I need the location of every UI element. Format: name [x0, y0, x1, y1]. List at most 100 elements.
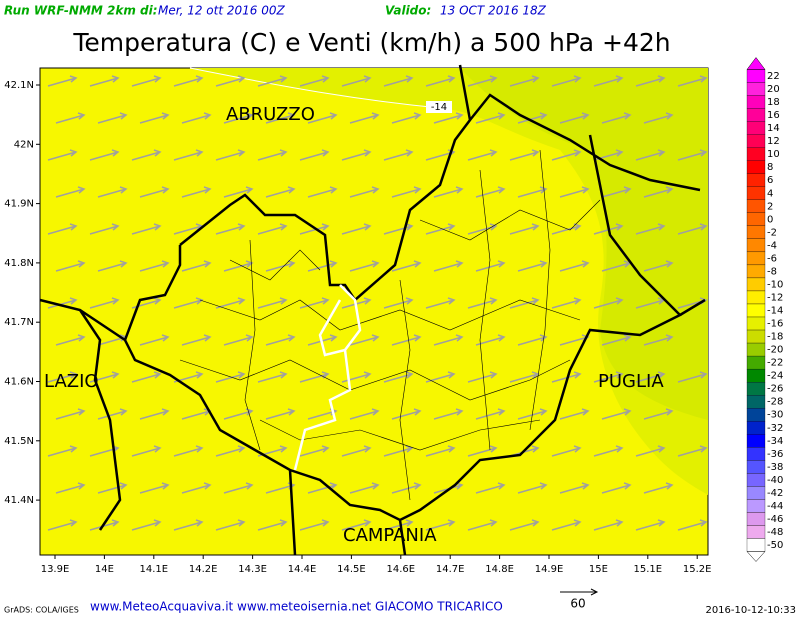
timestamp: 2016-10-12-10:33 — [705, 605, 796, 616]
wind-arrow — [97, 260, 128, 272]
wind-arrow — [55, 482, 86, 494]
colorbar-swatch — [746, 134, 766, 148]
wind-arrow — [517, 186, 548, 198]
cold-zone — [190, 68, 708, 495]
colorbar-label: -28 — [767, 397, 783, 408]
wind-arrow — [559, 112, 590, 124]
wind-arrow — [89, 149, 120, 161]
wind-arrow — [559, 260, 590, 272]
wind-arrow — [173, 445, 204, 457]
wind-arrow — [349, 260, 380, 272]
wind-arrow — [89, 75, 120, 87]
wind-arrow — [593, 519, 624, 531]
wind-arrow — [433, 408, 464, 420]
wind-arrow — [643, 186, 674, 198]
region-label: CAMPANIA — [343, 525, 437, 546]
wind-arrow — [517, 334, 548, 346]
wind-arrow — [47, 371, 78, 383]
wind-arrow — [677, 223, 708, 235]
map: ABRUZZO LAZIO PUGLIA CAMPANIA -14 — [39, 64, 709, 556]
isotherm — [189, 67, 441, 109]
wind-arrow — [97, 482, 128, 494]
wind-arrow — [47, 223, 78, 235]
wind-arrow — [467, 149, 498, 161]
wind-arrow — [509, 75, 540, 87]
grads-credit: GrADS: COLA/IGES — [4, 606, 79, 615]
wind-arrow — [349, 334, 380, 346]
colorbar-swatch — [746, 499, 766, 513]
wind-arrow — [433, 112, 464, 124]
colorbar-swatch — [746, 525, 766, 539]
wind-arrow — [677, 445, 708, 457]
wind-arrow — [47, 445, 78, 457]
municipal-borders — [179, 149, 601, 501]
lon-label: 14.7E — [436, 564, 465, 575]
colorbar-swatch — [746, 69, 766, 83]
wind-arrow — [383, 371, 414, 383]
wind-arrow — [517, 260, 548, 272]
colorbar-swatch — [746, 303, 766, 318]
wind-arrow — [341, 445, 372, 457]
colorbar-swatch — [746, 408, 766, 422]
wind-arrow — [467, 519, 498, 531]
wind-arrow — [47, 149, 78, 161]
wind-arrow — [299, 371, 330, 383]
wind-arrow — [635, 371, 666, 383]
wind-arrow — [265, 260, 296, 272]
wind-ref-label: 60 — [570, 597, 585, 611]
wind-arrow — [173, 149, 204, 161]
wind-arrow — [131, 223, 162, 235]
wind-arrow — [215, 75, 246, 87]
colorbar: 2220181614121086420-2-4-6-8-10-12-14-16-… — [746, 57, 783, 562]
colorbar-label: -12 — [767, 292, 783, 303]
wind-arrow — [341, 75, 372, 87]
wind-arrow — [635, 75, 666, 87]
wind-arrow — [509, 223, 540, 235]
wind-arrow — [307, 112, 338, 124]
lat-label: 41.7N — [4, 317, 34, 328]
wind-arrow — [139, 260, 170, 272]
colorbar-swatch — [746, 447, 766, 461]
wind-arrow — [299, 297, 330, 309]
wind-arrow — [97, 112, 128, 124]
wind-arrow — [635, 223, 666, 235]
wind-arrow — [383, 519, 414, 531]
lon-label: 14.6E — [387, 564, 416, 575]
region-borders — [39, 64, 706, 556]
wind-arrow — [257, 75, 288, 87]
wind-arrow — [643, 482, 674, 494]
lat-label: 42N — [14, 139, 34, 150]
wind-arrow — [425, 519, 456, 531]
wind-arrow — [425, 75, 456, 87]
wind-ref-head — [590, 588, 599, 596]
wind-arrow — [391, 112, 422, 124]
wind-arrow — [475, 334, 506, 346]
lat-label: 41.5N — [4, 436, 34, 447]
wind-arrow — [307, 186, 338, 198]
colorbar-swatch — [746, 368, 766, 383]
wind-arrow — [433, 186, 464, 198]
lon-label: 14.1E — [140, 564, 169, 575]
wind-arrow — [475, 482, 506, 494]
wind-arrow — [643, 260, 674, 272]
wind-arrow — [215, 445, 246, 457]
colorbar-label: 8 — [767, 162, 773, 173]
colorbar-label: -18 — [767, 332, 783, 343]
region-label: LAZIO — [44, 371, 99, 392]
wind-arrow — [55, 186, 86, 198]
wind-arrow — [349, 186, 380, 198]
colorbar-label: -48 — [767, 527, 783, 538]
region-label: PUGLIA — [598, 371, 664, 392]
colorbar-swatch — [746, 342, 766, 357]
wind-arrow — [433, 260, 464, 272]
wind-arrow — [265, 186, 296, 198]
colorbar-label: -24 — [767, 371, 783, 382]
wind-arrow — [131, 371, 162, 383]
colorbar-label: -6 — [767, 253, 777, 264]
lon-label: 14.5E — [337, 564, 366, 575]
colorbar-label: 4 — [767, 188, 773, 199]
wind-arrow — [307, 260, 338, 272]
colorbar-label: 20 — [767, 84, 780, 95]
wind-arrow — [265, 408, 296, 420]
